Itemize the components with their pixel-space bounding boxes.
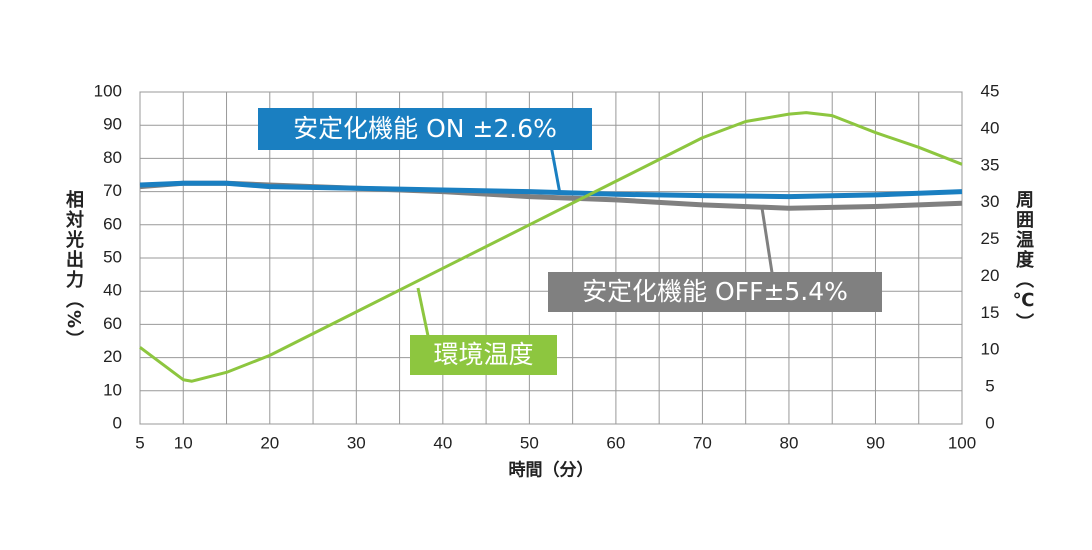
series-label: 安定化機能 OFF±5.4% [548,272,882,312]
x-tick-label: 70 [693,433,712,452]
y2-tick-label: 5 [985,377,994,396]
y2-tick-label: 30 [981,192,1000,211]
label-box [410,335,557,375]
y-tick-label: 50 [103,247,122,266]
y-axis-title: 相対光出力（%） [63,190,84,351]
y2-axis-title: 周囲温度（℃） [1013,190,1034,333]
y2-tick-label: 15 [981,303,1000,322]
legend-label: 環境温度 [433,340,533,369]
y-tick-label: 60 [103,314,122,333]
x-tick-label: 100 [948,433,976,452]
y-tick-label: 0 [113,413,122,432]
x-tick-label: 30 [347,433,366,452]
series-label: 環境温度 [410,335,557,375]
x-tick-label: 50 [520,433,539,452]
y2-tick-label: 20 [981,266,1000,285]
y-tick-label: 40 [103,281,122,300]
x-tick-label: 5 [135,433,144,452]
y-tick-label: 70 [103,181,122,200]
x-tick-label: 20 [260,433,279,452]
series-label: 安定化機能 ON ±2.6% [258,108,592,150]
y-tick-label: 90 [103,115,122,134]
x-tick-label: 80 [779,433,798,452]
series-line [139,111,963,383]
y2-tick-label: 45 [981,81,1000,100]
x-tick-label: 10 [174,433,193,452]
y2-tick-label: 0 [985,413,994,432]
label-box [258,108,592,150]
x-tick-label: 60 [606,433,625,452]
y2-tick-label: 25 [981,229,1000,248]
y-tick-label: 100 [94,81,122,100]
legend-label: 安定化機能 ON ±2.6% [293,114,557,143]
series-line [139,180,963,200]
x-tick-label: 40 [433,433,452,452]
y2-tick-label: 35 [981,155,1000,174]
y-tick-label: 10 [103,380,122,399]
label-box [548,272,882,312]
x-tick-label: 90 [866,433,885,452]
legend-label: 安定化機能 OFF±5.4% [582,277,848,306]
y-tick-label: 20 [103,347,122,366]
x-axis-title: 時間（分） [509,459,594,479]
y-tick-label: 80 [103,148,122,167]
y-tick-label: 60 [103,214,122,233]
y2-tick-label: 10 [981,340,1000,359]
y2-tick-label: 40 [981,118,1000,137]
